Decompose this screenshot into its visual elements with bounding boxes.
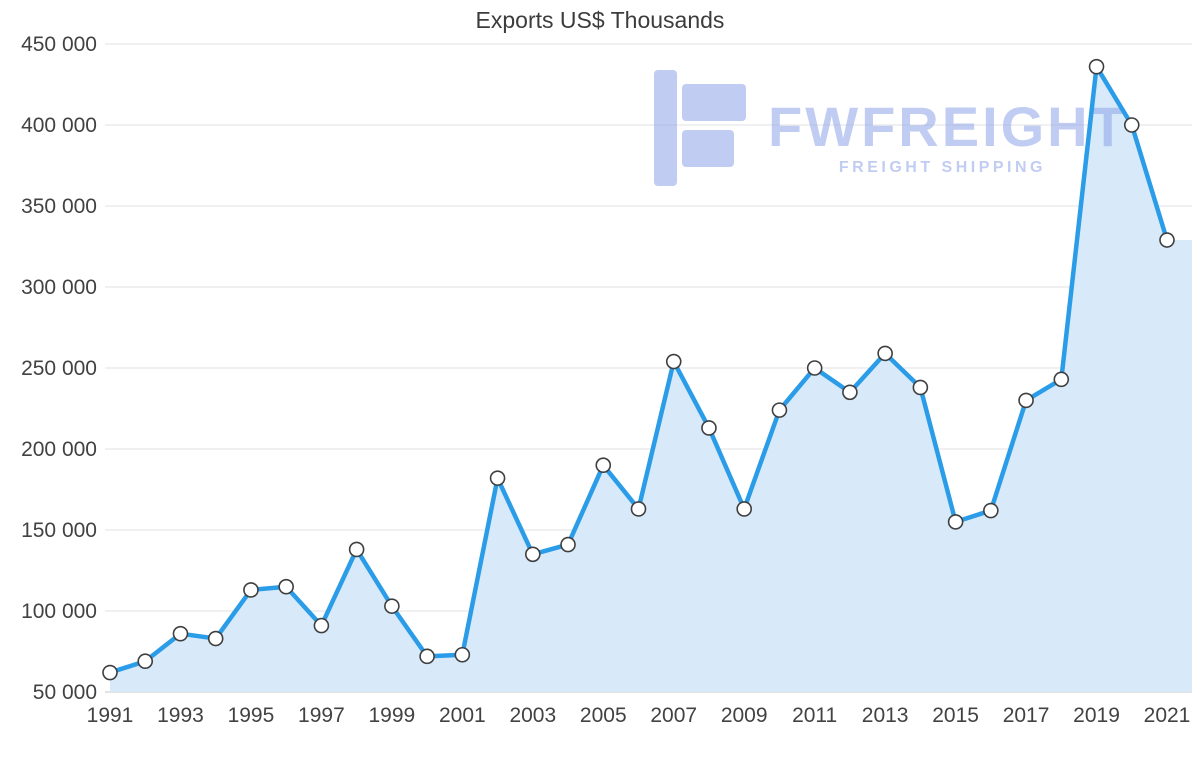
x-axis-label: 2019	[1073, 704, 1120, 727]
watermark-logo-icon	[654, 70, 677, 186]
data-point-marker[interactable]	[384, 598, 400, 614]
data-point-marker[interactable]	[1159, 232, 1175, 248]
watermark-tagline: FREIGHT SHIPPING	[839, 159, 1046, 176]
chart-title: Exports US$ Thousands	[475, 7, 725, 33]
y-axis-label: 100 000	[21, 600, 97, 623]
x-axis-label: 1999	[369, 704, 416, 727]
x-axis-label: 2015	[932, 704, 979, 727]
data-point-marker[interactable]	[137, 653, 154, 670]
data-point-marker[interactable]	[806, 360, 823, 376]
data-point-marker[interactable]	[1088, 58, 1105, 75]
x-axis-label: 2017	[1003, 704, 1050, 727]
data-point-marker[interactable]	[489, 470, 506, 486]
data-point-marker[interactable]	[983, 502, 999, 519]
x-axis-label: 1997	[298, 704, 345, 727]
data-point-marker[interactable]	[313, 617, 330, 634]
data-point-marker[interactable]	[771, 402, 788, 418]
x-axis-label: 2013	[862, 704, 909, 727]
y-axis-label: 150 000	[21, 519, 97, 542]
data-point-marker[interactable]	[1123, 117, 1140, 133]
data-point-marker[interactable]	[560, 536, 576, 553]
x-axis-label: 2011	[792, 704, 837, 727]
x-axis-label: 2009	[721, 704, 768, 727]
y-axis-label: 200 000	[21, 438, 97, 461]
watermark-logo-icon	[682, 84, 746, 121]
x-axis-label: 1993	[157, 704, 204, 727]
data-point-marker[interactable]	[912, 379, 929, 396]
data-point-marker[interactable]	[102, 664, 118, 681]
data-point-marker[interactable]	[630, 501, 647, 517]
area-fill	[110, 66, 1192, 693]
data-point-marker[interactable]	[736, 501, 753, 517]
data-point-marker[interactable]	[595, 457, 612, 474]
x-axis-label: 1991	[87, 704, 134, 727]
data-point-marker[interactable]	[207, 630, 224, 647]
data-point-markers	[102, 58, 1175, 681]
watermark-logo-icon	[682, 130, 734, 167]
data-point-marker[interactable]	[172, 625, 189, 642]
data-point-marker[interactable]	[1053, 371, 1070, 388]
data-point-marker[interactable]	[278, 578, 294, 595]
watermark-brand: FWFREIGHT	[768, 95, 1128, 158]
data-point-marker[interactable]	[701, 420, 717, 436]
data-point-marker[interactable]	[947, 514, 964, 530]
data-point-marker[interactable]	[454, 646, 471, 663]
x-axis-label: 2021	[1144, 704, 1191, 727]
y-axis-label: 50 000	[33, 681, 97, 704]
y-axis-label: 250 000	[21, 357, 97, 380]
x-axis-label: 2005	[580, 704, 627, 727]
data-point-marker[interactable]	[419, 648, 435, 665]
data-point-marker[interactable]	[842, 384, 858, 401]
x-axis-label: 2003	[509, 704, 556, 727]
data-point-marker[interactable]	[1018, 392, 1034, 409]
x-axis-label: 2001	[439, 704, 486, 727]
data-point-marker[interactable]	[524, 546, 541, 563]
x-axis-labels: 1991 1993 1995 1997 1999 2001 2003 2005 2007 2009…	[87, 704, 1191, 727]
data-point-marker[interactable]	[348, 541, 365, 558]
x-axis-label: 2007	[650, 704, 697, 727]
data-point-marker[interactable]	[665, 353, 682, 370]
y-axis-label: 450 000	[21, 33, 97, 56]
y-axis-label: 300 000	[21, 276, 97, 299]
data-point-marker[interactable]	[243, 582, 259, 598]
x-axis-label: 1995	[228, 704, 275, 727]
y-axis-label: 350 000	[21, 195, 97, 218]
y-axis-labels: 50 000 100 000 150 000 200 000 250 000 300 00…	[21, 33, 97, 704]
data-point-marker[interactable]	[877, 345, 893, 362]
y-axis-label: 400 000	[21, 114, 97, 137]
